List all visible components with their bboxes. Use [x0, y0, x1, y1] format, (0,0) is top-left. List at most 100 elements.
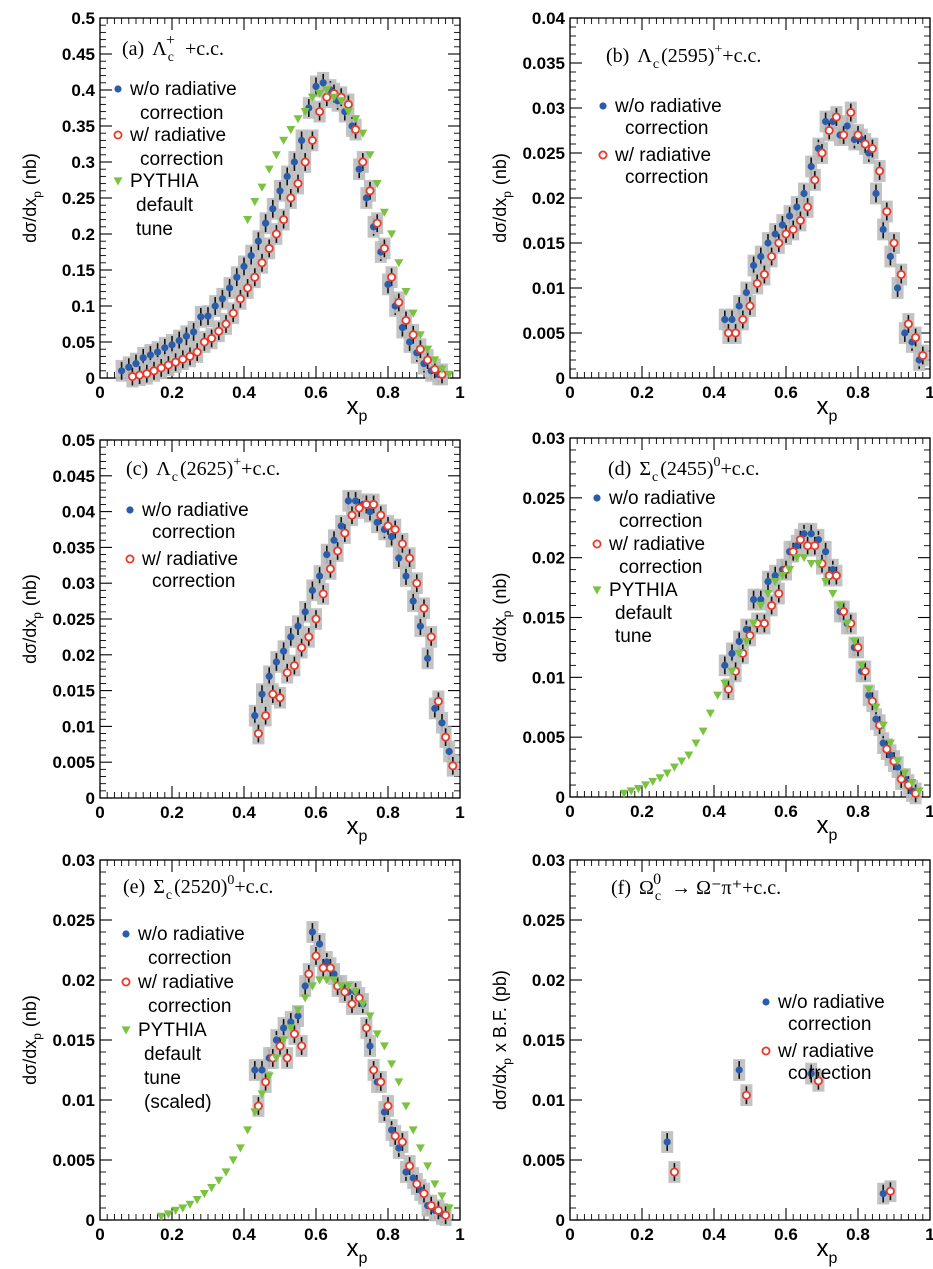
data-point-dot	[800, 189, 808, 198]
data-point-tri	[415, 331, 425, 340]
x-axis-label-sub: p	[359, 408, 368, 425]
x-tick-label: 1	[925, 1225, 933, 1244]
y-tick-label: 0.04	[532, 9, 566, 28]
x-axis-label-main: x	[347, 813, 359, 840]
data-point-tri	[387, 230, 397, 239]
title-suffix: +c.c.	[722, 45, 761, 67]
data-point-circ	[896, 774, 906, 784]
data-point-dot	[822, 548, 830, 556]
data-point-circ	[297, 1041, 307, 1051]
particle-sub: c	[172, 470, 178, 485]
x-tick-label: 0.4	[702, 383, 726, 402]
data-point-dot	[750, 261, 758, 270]
x-tick-label: 0	[565, 1225, 574, 1244]
data-point-circ	[379, 243, 389, 253]
data-point-circ	[228, 308, 238, 318]
data-point-dot	[814, 536, 823, 544]
legend-text: correction	[140, 149, 223, 170]
data-point-dot	[409, 1174, 417, 1182]
data-point-tri	[286, 1024, 296, 1033]
legend-marker-tri	[113, 177, 123, 186]
x-axis-label-sub: p	[359, 1250, 368, 1267]
data-point-tri	[792, 554, 802, 563]
data-point-dot	[742, 625, 751, 634]
data-point-tri	[408, 1126, 418, 1135]
x-axis-label: xp	[347, 1235, 368, 1267]
data-point-circ	[397, 1137, 407, 1147]
legend-text: w/ radiative	[608, 534, 705, 555]
data-point-dot	[735, 1066, 743, 1074]
legend-text: correction	[148, 948, 231, 969]
panel-id: (d)	[608, 458, 631, 480]
legend-text: default	[615, 603, 673, 624]
data-point-circ	[178, 354, 188, 364]
data-point-dot	[330, 536, 338, 544]
data-point-dot	[398, 324, 406, 332]
y-tick-label: 0	[86, 369, 95, 388]
title-suffix: +c.c.	[234, 876, 273, 898]
y-tick-label: 0.005	[522, 324, 565, 343]
x-axis-label-sub: p	[829, 1250, 838, 1267]
plot-frame	[569, 859, 931, 1221]
data-point-tri	[394, 259, 404, 268]
data-point-tri	[235, 1144, 245, 1153]
data-point-circ	[369, 499, 379, 509]
data-point-dot	[276, 187, 284, 195]
legend-text: default	[136, 195, 194, 216]
data-point-circ	[340, 528, 350, 538]
data-point-dot	[406, 338, 414, 346]
data-point-circ	[322, 92, 332, 102]
y-tick-label: 0.015	[52, 1031, 95, 1050]
data-point-tri	[727, 667, 737, 676]
legend-marker-circ	[761, 1046, 771, 1056]
panel-id: (f)	[611, 877, 631, 899]
data-point-circ	[846, 108, 856, 118]
data-point-dot	[301, 982, 309, 990]
data-point-circ	[738, 314, 748, 324]
legend-marker-dot	[593, 494, 601, 502]
panel-title: (b) Λc (2595)++c.c.	[606, 42, 761, 72]
y-tick-label: 0.005	[522, 1151, 565, 1170]
data-point-circ	[889, 238, 899, 248]
data-point-circ	[340, 987, 350, 997]
data-point-circ	[401, 315, 411, 325]
data-point-circ	[315, 107, 325, 117]
data-point-tri	[907, 779, 917, 788]
data-point-dot	[793, 203, 801, 211]
data-point-dot	[290, 158, 298, 166]
particle-mass: (2595)	[661, 45, 714, 67]
data-point-circ	[813, 1076, 823, 1086]
x-tick-label: 1	[925, 383, 933, 402]
data-point-tri	[444, 1204, 454, 1213]
data-point-dot	[843, 122, 851, 130]
data-point-tri	[684, 751, 694, 760]
data-point-dot	[362, 194, 370, 202]
data-point-circ	[803, 202, 813, 212]
data-point-dot	[872, 715, 880, 723]
data-point-dot	[272, 658, 280, 666]
data-point-circ	[369, 1065, 379, 1075]
y-tick-label: 0.02	[532, 549, 565, 568]
y-axis-label-main: dσ/dx	[490, 198, 510, 243]
data-point-tri	[336, 97, 346, 106]
legend-text: w/o radiative	[137, 924, 245, 945]
data-point-tri	[293, 115, 303, 124]
y-tick-label: 0.03	[62, 851, 95, 870]
data-point-circ	[261, 1077, 271, 1087]
data-point-dot	[886, 252, 895, 261]
data-point-circ	[214, 326, 224, 336]
data-point-circ	[347, 510, 357, 520]
data-point-circ	[185, 351, 195, 361]
particle-symbol: Σ	[153, 876, 165, 898]
data-point-dot	[865, 691, 873, 699]
data-point-circ	[767, 601, 777, 611]
data-point-tri	[358, 1000, 368, 1009]
data-point-tri	[379, 1042, 389, 1051]
data-point-tri	[430, 1180, 440, 1189]
data-point-tri	[178, 1204, 188, 1213]
data-point-tri	[777, 572, 787, 581]
panel-title: (a) Λc+ +c.c.	[122, 32, 224, 65]
y-tick-label: 0.015	[522, 234, 565, 253]
data-point-dot	[894, 284, 902, 292]
